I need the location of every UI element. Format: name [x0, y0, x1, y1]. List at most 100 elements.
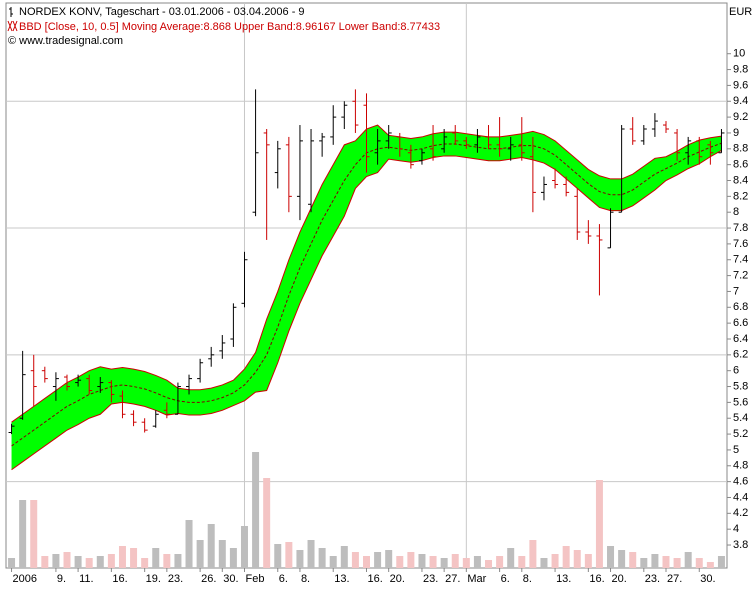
volume-bar — [52, 554, 60, 568]
volume-bar — [218, 540, 226, 568]
volume-bar — [107, 554, 115, 568]
volume-bar — [485, 560, 493, 568]
y-tick-label: 8.2 — [733, 190, 748, 202]
y-tick-label: 7.6 — [733, 238, 748, 250]
volume-bar — [562, 546, 570, 568]
axes: 3.8 4 4.2 4.4 4.6 4.8 5 5.2 5.4 5.6 5.8 6 6.2 6.4 6.6 6… — [11, 48, 748, 585]
y-tick-label: 4 — [733, 523, 739, 535]
series-icon — [9, 7, 13, 17]
volume-bar — [640, 558, 648, 568]
x-tick-label: 30. — [223, 573, 238, 585]
volume-bar — [551, 554, 559, 568]
volume-bar — [240, 526, 248, 568]
x-tick-label: 6. — [501, 573, 510, 585]
volume-bar — [673, 558, 681, 568]
volume-bar — [329, 556, 337, 568]
y-tick-label: 8.8 — [733, 143, 748, 155]
y-tick-label: 9.4 — [733, 95, 748, 107]
x-tick-label: 11. — [79, 573, 93, 585]
x-tick-label: 27. — [445, 573, 460, 585]
y-tick-label: 9.8 — [733, 63, 748, 75]
x-tick-label: 16. — [589, 573, 604, 585]
y-tick-label: 5 — [733, 444, 739, 456]
volume-bar — [207, 524, 215, 568]
chart-title: NORDEX KONV, Tageschart - 03.01.2006 - 0… — [19, 6, 305, 18]
volume-bar — [573, 550, 581, 568]
x-tick-label: 19. — [146, 573, 161, 585]
y-tick-label: 5.8 — [733, 380, 748, 392]
volume-bar — [285, 542, 293, 568]
volume-bar — [473, 556, 481, 568]
y-tick-label: 4.4 — [733, 491, 748, 503]
volume-bar — [429, 556, 437, 568]
volume-bar — [41, 556, 49, 568]
volume-bar — [30, 500, 38, 568]
volume-bar — [540, 558, 548, 568]
volume-bar — [118, 546, 126, 568]
y-tick-label: 5.2 — [733, 428, 748, 440]
volume-bar — [263, 478, 271, 568]
price-bars — [8, 89, 725, 435]
volume-bar — [296, 550, 304, 568]
x-tick-label: 27. — [667, 573, 682, 585]
x-tick-label: 30. — [700, 573, 715, 585]
volume-bar — [307, 540, 315, 568]
y-tick-label: 6.6 — [733, 317, 748, 329]
volume-bar — [274, 544, 282, 568]
volume-bar — [662, 556, 670, 568]
volume — [8, 452, 725, 568]
volume-bar — [152, 548, 160, 568]
volume-bar — [19, 500, 27, 568]
y-tick-label: 6 — [733, 365, 739, 377]
volume-bar — [706, 562, 714, 568]
lower-band — [11, 149, 722, 471]
y-tick-label: 7.2 — [733, 270, 748, 282]
volume-bar — [252, 452, 260, 568]
x-tick-label: 26. — [201, 573, 216, 585]
y-unit: EUR — [729, 6, 752, 18]
x-tick-label: 8. — [301, 573, 310, 585]
y-tick-label: 4.8 — [733, 460, 748, 472]
x-tick-label: 13. — [556, 573, 571, 585]
volume-bar — [607, 546, 615, 568]
volume-bar — [440, 558, 448, 568]
y-tick-label: 4.2 — [733, 507, 748, 519]
volume-bar — [96, 556, 104, 568]
volume-bar — [196, 540, 204, 568]
x-tick-label: 23. — [168, 573, 183, 585]
x-tick-label: Mar — [467, 573, 486, 585]
y-tick-label: 5.4 — [733, 412, 748, 424]
y-tick-label: 8.4 — [733, 174, 748, 186]
y-tick-label: 8 — [733, 206, 739, 218]
volume-bar — [418, 554, 426, 568]
y-tick-label: 4.6 — [733, 476, 748, 488]
y-tick-label: 6.4 — [733, 333, 748, 345]
volume-bar — [229, 548, 237, 568]
x-tick-label: 6. — [279, 573, 288, 585]
y-tick-label: 9 — [733, 127, 739, 139]
volume-bar — [8, 558, 16, 568]
y-tick-label: 7.4 — [733, 254, 748, 266]
volume-bar — [340, 546, 348, 568]
volume-bar — [684, 552, 692, 568]
volume-bar — [507, 548, 515, 568]
volume-bar — [374, 552, 382, 568]
y-tick-label: 5.6 — [733, 396, 748, 408]
volume-bar — [363, 556, 370, 568]
volume-bar — [85, 558, 93, 568]
indicator-legend: BBD [Close, 10, 0.5] Moving Average:8.86… — [19, 21, 440, 33]
y-tick-label: 9.2 — [733, 111, 748, 123]
volume-bar — [141, 558, 149, 568]
volume-bar — [629, 552, 637, 568]
volume-bar — [385, 550, 393, 568]
volume-bar — [618, 550, 626, 568]
volume-bar — [351, 552, 359, 568]
x-tick-label: 16. — [368, 573, 383, 585]
x-tick-label: 8. — [523, 573, 532, 585]
y-tick-label: 6.2 — [733, 349, 748, 361]
volume-bar — [651, 554, 659, 568]
y-tick-label: 7 — [733, 285, 739, 297]
x-tick-label: 20. — [612, 573, 627, 585]
plot-frame — [5, 2, 728, 569]
